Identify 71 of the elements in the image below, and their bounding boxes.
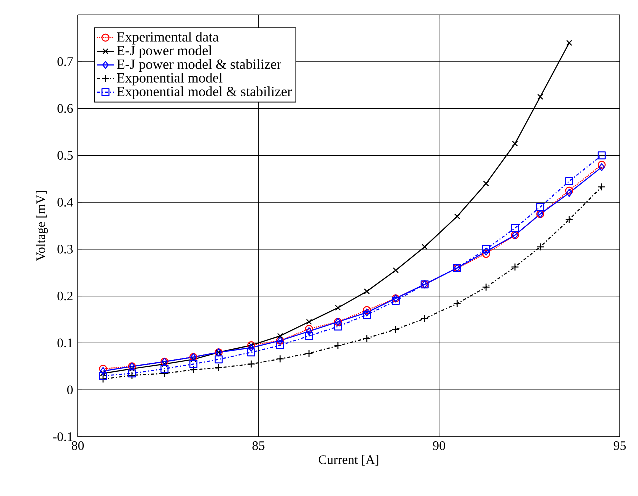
- point: [482, 245, 490, 254]
- point: [100, 367, 106, 376]
- point: [247, 348, 256, 357]
- point: [566, 189, 573, 198]
- point: [565, 216, 574, 224]
- point: [598, 183, 606, 192]
- point: [420, 314, 429, 323]
- point: [214, 364, 223, 372]
- point: [190, 356, 197, 363]
- point: [363, 334, 372, 343]
- legend-label: E-J power model & stabilizer: [117, 59, 282, 72]
- y-tick-label: 0.6: [58, 104, 74, 114]
- point: [392, 326, 400, 334]
- x-tick-label: 95: [614, 442, 626, 450]
- legend-label: E-J power model: [117, 46, 212, 58]
- y-tick-label: 0: [67, 386, 73, 394]
- point: [483, 248, 490, 256]
- point: [483, 180, 490, 187]
- point: [100, 370, 106, 377]
- y-tick-label: 0.5: [58, 151, 73, 160]
- y-tick-label: 0.7: [58, 57, 74, 66]
- point: [392, 297, 400, 306]
- legend-label: Exponential model & stabilizer: [117, 86, 292, 100]
- point: [277, 333, 284, 340]
- x-tick-label: 90: [433, 442, 446, 450]
- x-axis-title: Current [A]: [319, 455, 379, 466]
- point: [160, 364, 169, 373]
- point: [512, 140, 518, 147]
- point: [482, 250, 490, 258]
- legend-label: Experimental data: [117, 32, 219, 45]
- point: [306, 319, 312, 326]
- point: [566, 40, 572, 46]
- legend-label: Exponential model: [117, 72, 223, 86]
- point: [160, 370, 169, 378]
- point: [305, 332, 314, 340]
- point: [364, 308, 370, 317]
- point: [305, 350, 314, 358]
- point: [536, 203, 545, 212]
- point: [190, 366, 198, 374]
- point: [363, 306, 372, 314]
- point: [454, 214, 460, 220]
- point: [536, 243, 545, 252]
- point: [511, 224, 520, 232]
- x-tick-label: 85: [252, 442, 265, 450]
- x-tick-label: 80: [72, 442, 84, 450]
- point: [276, 355, 284, 364]
- point: [453, 300, 462, 308]
- y-tick-label: 0.2: [58, 292, 73, 301]
- y-tick-label: 0.1: [58, 338, 73, 348]
- point: [334, 342, 342, 350]
- point: [99, 372, 108, 380]
- point: [422, 244, 428, 250]
- point: [565, 186, 574, 195]
- point: [247, 360, 256, 368]
- point: [335, 305, 342, 312]
- point: [598, 152, 606, 160]
- point: [276, 342, 284, 350]
- point: [538, 94, 544, 100]
- point: [190, 360, 198, 368]
- point: [565, 177, 574, 186]
- point: [364, 288, 370, 295]
- y-tick-label: -0.1: [53, 432, 73, 442]
- point: [363, 311, 372, 320]
- point: [482, 283, 490, 292]
- y-tick-label: 0.4: [58, 198, 74, 207]
- point: [393, 268, 399, 274]
- y-axis-title: Voltage [mV]: [36, 192, 48, 262]
- point: [214, 356, 223, 364]
- point: [334, 322, 342, 331]
- y-tick-label: 0.3: [58, 245, 73, 254]
- point: [511, 263, 520, 272]
